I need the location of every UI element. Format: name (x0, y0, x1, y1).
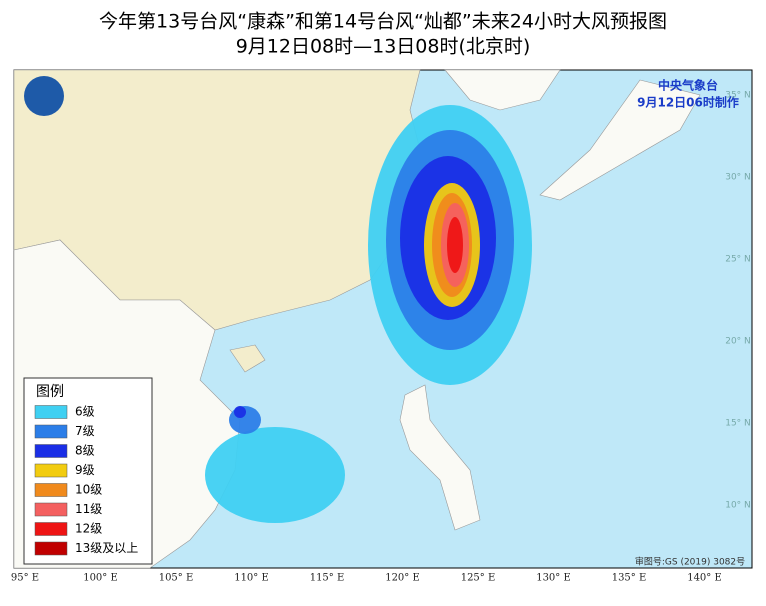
legend-swatch (34, 541, 68, 556)
latitude-label: 20° N (725, 337, 751, 347)
latitude-label: 30° N (725, 173, 751, 183)
longitude-label: 110° E (234, 573, 269, 584)
korea (444, 69, 561, 111)
legend-swatch (34, 522, 68, 536)
longitude-label: 140° E (687, 573, 722, 584)
wind-area (205, 427, 345, 523)
longitude-label: 130° E (536, 573, 571, 584)
legend-swatch (34, 463, 68, 478)
legend-swatch (34, 405, 68, 419)
latitude-label: 15° N (725, 419, 751, 429)
japan (539, 79, 701, 201)
issue-time: 9月12日06时制作 (637, 95, 739, 110)
longitude-label: 135° E (612, 573, 647, 584)
longitude-label: 100° E (83, 573, 118, 584)
latitude-label: 10° N (725, 501, 751, 511)
hainan (229, 344, 266, 373)
longitude-label: 95° E (11, 573, 39, 584)
legend-swatch (34, 444, 68, 458)
legend-swatch (34, 502, 68, 517)
agency-logo (24, 76, 64, 116)
legend-label: 8级 (75, 444, 95, 458)
legend-swatch (34, 424, 68, 439)
legend-label: 9级 (75, 463, 95, 477)
legend-swatch (34, 483, 68, 497)
longitude-label: 120° E (385, 573, 420, 584)
map-title: 今年第13号台风“康森”和第14号台风“灿都”未来24小时大风预报图 (99, 11, 667, 33)
longitude-label: 115° E (310, 573, 345, 584)
latitude-label: 25° N (725, 255, 751, 265)
philippines (399, 384, 481, 531)
wind-areas (205, 105, 532, 523)
map-subtitle: 9月12日08时—13日08时(北京时) (236, 36, 531, 58)
longitude-label: 105° E (159, 573, 194, 584)
legend-label: 7级 (75, 424, 95, 438)
longitude-label: 125° E (461, 573, 496, 584)
legend-label: 13级及以上 (75, 541, 138, 555)
wind-area (447, 217, 463, 273)
agency-name: 中央气象台 (658, 78, 718, 93)
legend-title: 图例 (36, 384, 64, 400)
legend-label: 12级 (75, 522, 102, 536)
legend-label: 6级 (75, 405, 95, 419)
approval-number: 审图号:GS (2019) 3082号 (635, 556, 745, 568)
wind-area (234, 406, 246, 418)
legend-label: 11级 (75, 502, 102, 516)
legend-label: 10级 (75, 483, 102, 497)
latitude-label: 35° N (725, 91, 751, 101)
